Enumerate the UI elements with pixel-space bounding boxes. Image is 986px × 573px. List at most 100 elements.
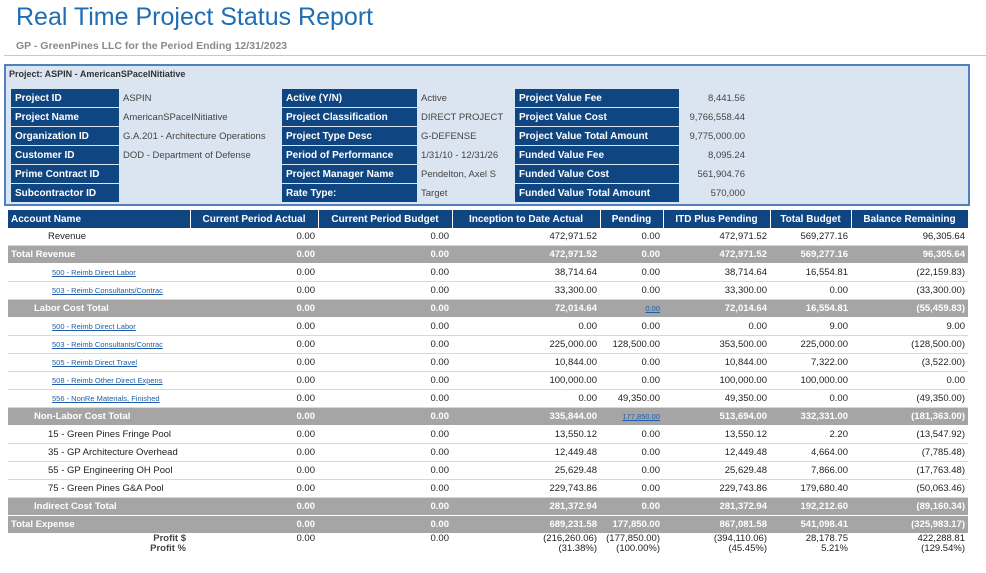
amount-cell: 0.00	[318, 389, 452, 408]
field-value	[119, 184, 282, 202]
amount-cell: 0.00	[318, 353, 452, 372]
field-value: 561,904.76	[697, 168, 745, 180]
account-link[interactable]: 500 - Reimb Direct Labor	[52, 268, 136, 277]
amount-cell: (13,547.92)	[851, 425, 968, 444]
account-link[interactable]: 177,850.00	[622, 412, 660, 421]
field-value: DIRECT PROJECT	[421, 111, 504, 123]
field-label: Subcontractor ID	[11, 184, 119, 202]
amount-cell: 472,971.52	[452, 245, 600, 264]
amount-cell	[190, 544, 318, 554]
field-row: Prime Contract ID Project Manager Name Pen…	[11, 165, 749, 183]
amount-cell: 12,449.48	[663, 443, 770, 462]
amount-cell: (33,300.00)	[851, 281, 968, 300]
amount-cell: 0.00	[190, 461, 318, 480]
amount-cell: 472,971.52	[663, 245, 770, 264]
amount-cell: 422,288.81	[917, 533, 965, 544]
amount-cell: 10,844.00	[663, 353, 770, 372]
account-name: 503 - Reimb Consultants/Contrac	[8, 335, 190, 354]
amount-cell: 0.00	[190, 515, 318, 534]
amount-cell: 0.00	[318, 228, 452, 246]
amount-cell: 689,231.58	[452, 515, 600, 534]
field-label: Funded Value Fee	[515, 146, 679, 164]
field-label: Rate Type:	[282, 184, 417, 202]
field-label: Organization ID	[11, 127, 119, 145]
amount-cell: (50,063.46)	[851, 479, 968, 498]
amount-cell: 0.00	[318, 317, 452, 336]
account-link[interactable]: 503 - Reimb Consultants/Contrac	[52, 340, 163, 349]
amount-cell: 0.00	[600, 228, 663, 246]
account-link[interactable]: 556 - NonRe Materials, Finished	[52, 394, 160, 403]
plain-row: 75 - Green Pines G&A Pool 0.00 0.00 229,743…	[8, 479, 968, 498]
column-header: Current Period Budget	[318, 210, 453, 228]
amount-cell: 472,971.52	[452, 228, 600, 246]
amount-cell: 0.00	[452, 317, 600, 336]
field-label: Customer ID	[11, 146, 119, 164]
amount-cell: 38,714.64	[452, 263, 600, 282]
account-link[interactable]: 0.00	[645, 304, 660, 313]
amount-cell: 96,305.64	[851, 245, 968, 264]
account-link[interactable]: 500 - Reimb Direct Labor	[52, 322, 136, 331]
amount-cell: 4,664.00	[770, 443, 851, 462]
amount-cell: 0.00	[190, 497, 318, 516]
column-header: Current Period Actual	[190, 210, 319, 228]
amount-cell: 0.00	[600, 245, 663, 264]
field-value: 570,000	[710, 187, 745, 199]
amount-cell: 281,372.94	[452, 497, 600, 516]
amount-cell: 177,850.00	[600, 515, 663, 534]
field-value: Pendelton, Axel S	[421, 168, 496, 180]
field-value: 8,095.24	[708, 149, 745, 161]
account-name: Revenue	[8, 228, 190, 246]
amount-cell: 0.00	[190, 228, 318, 246]
amount-cell: 281,372.94	[663, 497, 770, 516]
amount-cell: 9.00	[770, 317, 851, 336]
plain-row: 55 - GP Engineering OH Pool 0.00 0.00 25,62…	[8, 461, 968, 480]
field-value: Active	[421, 92, 447, 104]
field-row: Project ID ASPIN Active (Y/N) Active Project…	[11, 89, 749, 107]
amount-cell: 0.00	[318, 371, 452, 390]
account-link[interactable]: 503 - Reimb Consultants/Contrac	[52, 286, 163, 295]
amount-cell: 0.00	[190, 443, 318, 462]
amount-cell: (31.38%)	[558, 544, 597, 554]
field-value: 1/31/10 - 12/31/26	[421, 149, 499, 161]
amount-cell: (325,983.17)	[851, 515, 968, 534]
amount-cell: 179,680.40	[770, 479, 851, 498]
amount-cell: 335,844.00	[452, 407, 600, 426]
account-link[interactable]: 508 - Reimb Other Direct Expens	[52, 376, 163, 385]
amount-cell: 0.00	[600, 263, 663, 282]
amount-cell: 0.00	[600, 461, 663, 480]
field-value: ASPIN	[123, 92, 152, 104]
field-value: G.A.201 - Architecture Operations	[123, 130, 266, 142]
amount-cell: 0.00	[430, 533, 450, 544]
amount-cell: (181,363.00)	[851, 407, 968, 426]
divider	[4, 55, 986, 56]
amount-cell: 0.00	[600, 479, 663, 498]
amount-cell: 100,000.00	[770, 371, 851, 390]
account-link[interactable]: 505 - Reimb Direct Travel	[52, 358, 138, 367]
account-name: Profit $	[153, 533, 186, 544]
amount-cell: 0.00	[663, 317, 770, 336]
field-label: Project Manager Name	[282, 165, 417, 183]
link-row: 508 - Reimb Other Direct Expens 0.00 0.00 1…	[8, 371, 968, 390]
field-label: Active (Y/N)	[282, 89, 417, 107]
amount-cell: 10,844.00	[452, 353, 600, 372]
amount-cell: 0.00	[296, 533, 316, 544]
amount-cell: 100,000.00	[452, 371, 600, 390]
account-name: 503 - Reimb Consultants/Contrac	[8, 281, 190, 300]
amount-cell: 513,694.00	[663, 407, 770, 426]
amount-cell: 353,500.00	[663, 335, 770, 354]
amount-cell: 0.00	[318, 245, 452, 264]
amount-cell: 0.00	[318, 515, 452, 534]
amount-cell: 225,000.00	[452, 335, 600, 354]
account-name: Labor Cost Total	[8, 299, 190, 318]
field-label: Funded Value Cost	[515, 165, 679, 183]
account-name: 505 - Reimb Direct Travel	[8, 353, 190, 372]
amount-cell: (7,785.48)	[851, 443, 968, 462]
report-subtitle: GP - GreenPines LLC for the Period Endin…	[16, 40, 288, 52]
amount-cell: (89,160.34)	[851, 497, 968, 516]
field-row: Organization ID G.A.201 - Architecture Op…	[11, 127, 749, 145]
amount-cell: 0.00	[190, 299, 318, 318]
field-value: DOD - Department of Defense	[123, 149, 251, 161]
amount-cell: (45.45%)	[728, 544, 767, 554]
link-row: 556 - NonRe Materials, Finished 0.00 0.00 0…	[8, 389, 968, 408]
